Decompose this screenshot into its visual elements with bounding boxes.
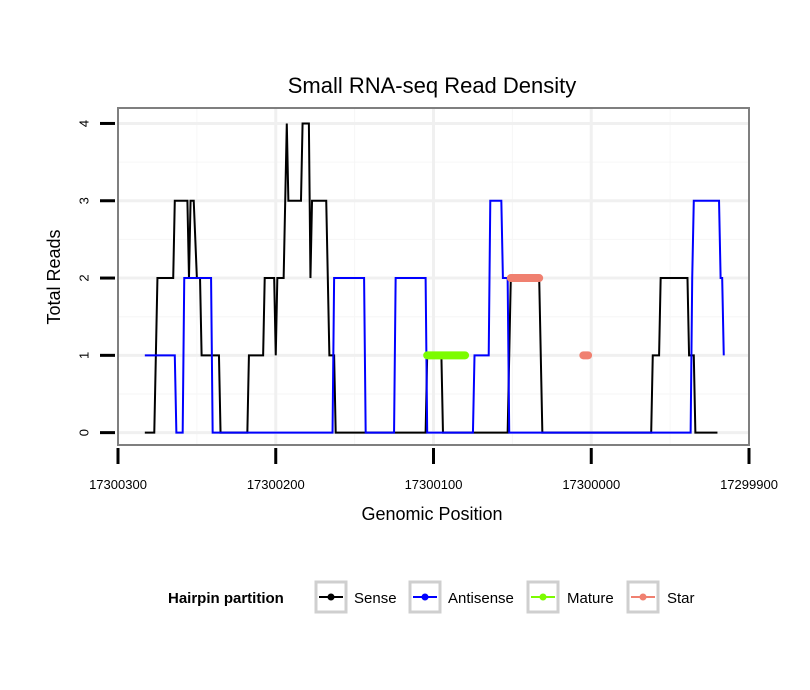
y-axis-title: Total Reads bbox=[44, 229, 64, 324]
series-line-antisense bbox=[144, 199, 725, 434]
x-tick-label: 17299900 bbox=[720, 477, 778, 492]
chart-title: Small RNA-seq Read Density bbox=[288, 73, 577, 98]
y-tick-label: 4 bbox=[77, 120, 92, 127]
legend-key-dot bbox=[539, 593, 547, 601]
legend-key-dot bbox=[421, 593, 429, 601]
legend: Hairpin partition Sense Antisense Mature… bbox=[168, 580, 695, 614]
x-tick-label: 17300100 bbox=[405, 477, 463, 492]
legend-item-antisense: Antisense bbox=[408, 580, 514, 614]
x-tick-label: 17300300 bbox=[89, 477, 147, 492]
y-tick-label: 1 bbox=[77, 352, 92, 359]
legend-key-dot bbox=[327, 593, 335, 601]
y-tick-label: 2 bbox=[77, 274, 92, 281]
legend-item-star: Star bbox=[626, 580, 695, 614]
x-tick-label: 17300000 bbox=[562, 477, 620, 492]
grid-lines bbox=[119, 109, 748, 444]
y-tick-label: 3 bbox=[77, 197, 92, 204]
legend-title: Hairpin partition bbox=[168, 590, 284, 607]
legend-item-sense: Sense bbox=[314, 580, 397, 614]
x-tick-label: 17300200 bbox=[247, 477, 305, 492]
legend-item-mature: Mature bbox=[526, 580, 614, 614]
series-layer bbox=[144, 122, 725, 434]
legend-label-star: Star bbox=[667, 590, 695, 607]
legend-label-mature: Mature bbox=[567, 590, 614, 607]
x-axis-title: Genomic Position bbox=[361, 504, 502, 524]
legend-label-antisense: Antisense bbox=[448, 590, 514, 607]
legend-label-sense: Sense bbox=[354, 590, 397, 607]
y-tick-label: 0 bbox=[77, 429, 92, 436]
axes-layer: 0 1 2 3 4 17300300 17300200 17300100 17300000 172… bbox=[77, 120, 778, 492]
legend-key-dot bbox=[639, 593, 647, 601]
